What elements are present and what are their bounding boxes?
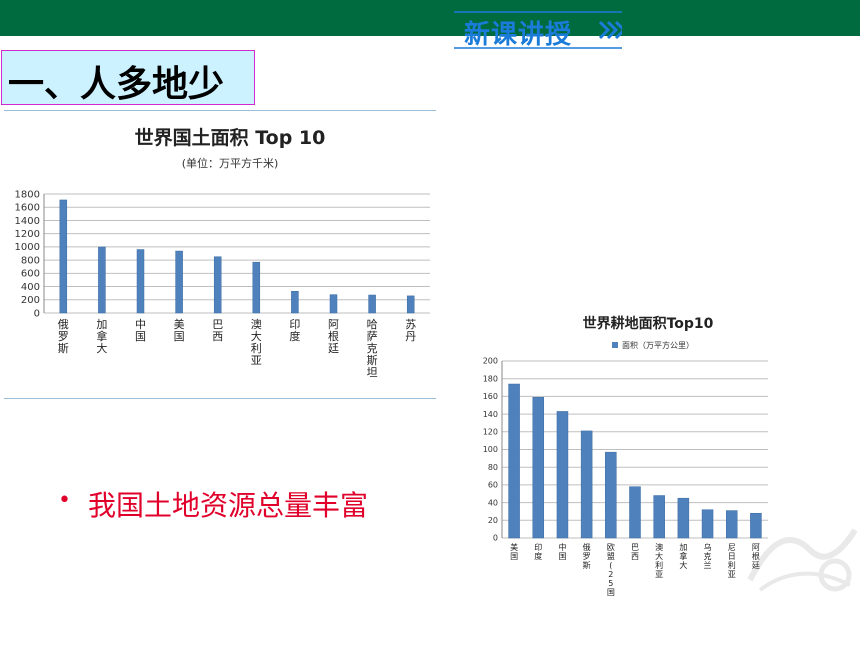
section-badge: 新课讲授: [452, 10, 622, 50]
y-tick-label: 60: [488, 481, 498, 490]
divider-bottom: [4, 398, 436, 399]
badge-lines: [454, 11, 622, 49]
badge-label: 新课讲授: [464, 20, 573, 50]
x-tick-label: 美国: [174, 318, 185, 343]
chart2-title: 世界耕地面积Top10: [583, 315, 714, 332]
y-tick-label: 160: [483, 392, 498, 401]
x-tick-label: 美国: [510, 542, 518, 561]
bar: [580, 430, 593, 539]
top-banner: [0, 0, 860, 36]
y-tick-label: 40: [488, 498, 498, 507]
x-tick-label: 苏丹: [405, 318, 416, 343]
x-tick-label: 中国: [135, 318, 146, 343]
x-tick-label: 印度: [534, 543, 542, 561]
bar: [368, 294, 376, 314]
y-tick-label: 1000: [15, 242, 40, 253]
x-tick-label: 阿根廷: [752, 543, 760, 570]
bar: [725, 510, 738, 539]
chart2-legend: 面积（万平方公里）: [622, 340, 694, 350]
arable-land-chart: 世界耕地面积Top10 面积（万平方公里） 0 20 40 60 80 100 120 140…: [483, 315, 768, 596]
y-tick-label: 1800: [15, 189, 40, 200]
bar: [653, 495, 665, 539]
bar: [252, 261, 261, 314]
x-tick-label: 哈萨克斯坦: [367, 318, 378, 379]
chevron-right-icon: [598, 20, 622, 40]
x-tick-label: 欧盟(25国): [607, 542, 615, 596]
chart2-legend-swatch: [612, 342, 618, 348]
y-tick-label: 1400: [15, 216, 40, 227]
bar: [213, 256, 222, 314]
chart1-subtitle: (单位：万平方千米): [182, 156, 279, 170]
bar: [629, 486, 641, 539]
bar: [677, 497, 690, 539]
x-tick-label: 俄罗斯: [583, 542, 591, 570]
y-tick-label: 800: [21, 255, 40, 266]
x-tick-label: 澳大利亚: [655, 542, 663, 579]
bar: [291, 290, 299, 314]
bar: [556, 411, 569, 539]
y-tick-label: 400: [21, 282, 40, 293]
x-tick-label: 俄罗斯: [58, 318, 69, 355]
y-tick-label: 20: [488, 516, 498, 525]
bar: [508, 383, 520, 539]
y-tick-label: 1200: [15, 229, 40, 240]
y-tick-label: 0: [493, 534, 498, 543]
section-title-box: 一、人多地少: [1, 50, 255, 105]
y-tick-label: 1600: [15, 203, 40, 214]
bullet-dot: •: [58, 488, 71, 513]
bar: [329, 294, 338, 314]
divider-top: [4, 110, 436, 111]
x-tick-label: 加拿大: [679, 542, 687, 570]
y-tick-label: 0: [34, 308, 40, 319]
y-tick-label: 200: [483, 357, 498, 366]
bar: [59, 199, 68, 314]
bar: [605, 451, 617, 539]
bar: [175, 250, 183, 314]
x-tick-label: 加拿大: [96, 318, 107, 355]
watermark-logo: [747, 528, 858, 592]
bar: [406, 295, 415, 314]
bar: [136, 249, 145, 314]
bar: [532, 397, 545, 539]
y-tick-label: 100: [483, 445, 498, 454]
y-tick-label: 200: [21, 295, 40, 306]
y-tick-label: 80: [488, 463, 498, 472]
x-tick-label: 乌克兰: [704, 542, 712, 570]
x-tick-label: 尼日利亚: [728, 543, 736, 579]
y-tick-label: 120: [483, 427, 498, 436]
land-area-chart: 世界国土面积 Top 10 (单位：万平方千米) 0 200 400 600 800 10…: [15, 127, 430, 379]
bullet-text: 我国土地资源总量丰富: [88, 489, 369, 522]
y-tick-label: 180: [483, 374, 498, 383]
chart1-title: 世界国土面积 Top 10: [135, 127, 326, 149]
x-tick-label: 中国: [558, 542, 566, 561]
x-tick-label: 印度: [289, 318, 300, 343]
y-tick-label: 140: [483, 410, 498, 419]
section-title: 一、人多地少: [8, 64, 225, 105]
bar: [98, 246, 106, 314]
bar: [750, 512, 762, 539]
x-tick-label: 巴西: [631, 543, 639, 561]
bar: [701, 509, 714, 539]
x-tick-label: 阿根廷: [328, 318, 339, 355]
x-tick-label: 澳大利亚: [251, 318, 262, 367]
y-tick-label: 600: [21, 269, 40, 280]
x-tick-label: 巴西: [212, 318, 223, 343]
